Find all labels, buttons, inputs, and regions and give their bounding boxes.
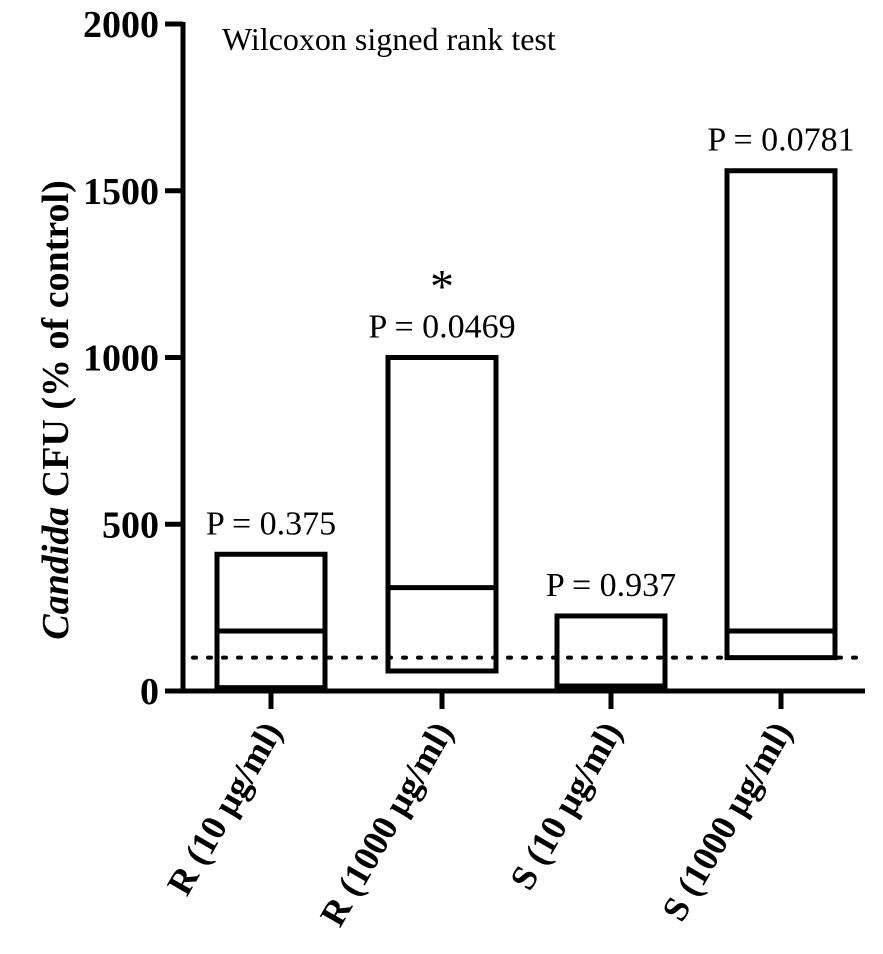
x-tick-label: S (10 μg/ml) bbox=[502, 715, 630, 896]
y-tick-label: 500 bbox=[102, 504, 159, 546]
significance-marker: * bbox=[430, 261, 454, 314]
y-tick-label: 2000 bbox=[83, 4, 159, 46]
p-value-label: P = 0.0781 bbox=[707, 122, 854, 159]
box bbox=[554, 613, 668, 692]
p-value-label: P = 0.0469 bbox=[368, 309, 515, 346]
y-axis: 0 500 1000 1500 2000 bbox=[83, 4, 186, 713]
y-axis-label: Candida CFU (% of control) bbox=[35, 180, 77, 640]
box bbox=[385, 355, 499, 674]
box-group: P = 0.937 bbox=[546, 567, 676, 692]
x-tick-label: R (1000 μg/ml) bbox=[312, 715, 461, 933]
x-tick-label: R (10 μg/ml) bbox=[159, 715, 290, 902]
y-tick-label: 1500 bbox=[83, 171, 159, 213]
p-value-label: P = 0.937 bbox=[546, 567, 676, 604]
box bbox=[724, 168, 838, 661]
box-group: P = 0.375 bbox=[206, 505, 336, 691]
box bbox=[214, 551, 328, 691]
x-tick-label: S (1000 μg/ml) bbox=[654, 715, 800, 928]
p-value-label: P = 0.375 bbox=[206, 505, 336, 542]
y-tick-label: 0 bbox=[140, 671, 159, 713]
x-axis: R (10 μg/ml) R (1000 μg/ml) S (10 μg/ml) S … bbox=[159, 688, 865, 933]
chart-title: Wilcoxon signed rank test bbox=[222, 21, 556, 57]
box-group: P = 0.0781 bbox=[707, 122, 855, 661]
y-tick-label: 1000 bbox=[83, 338, 159, 380]
box-group: P = 0.0469* bbox=[368, 261, 516, 674]
plot-area: P = 0.375 P = 0.0469* P = 0.937 P = 0.0781 bbox=[206, 122, 855, 692]
